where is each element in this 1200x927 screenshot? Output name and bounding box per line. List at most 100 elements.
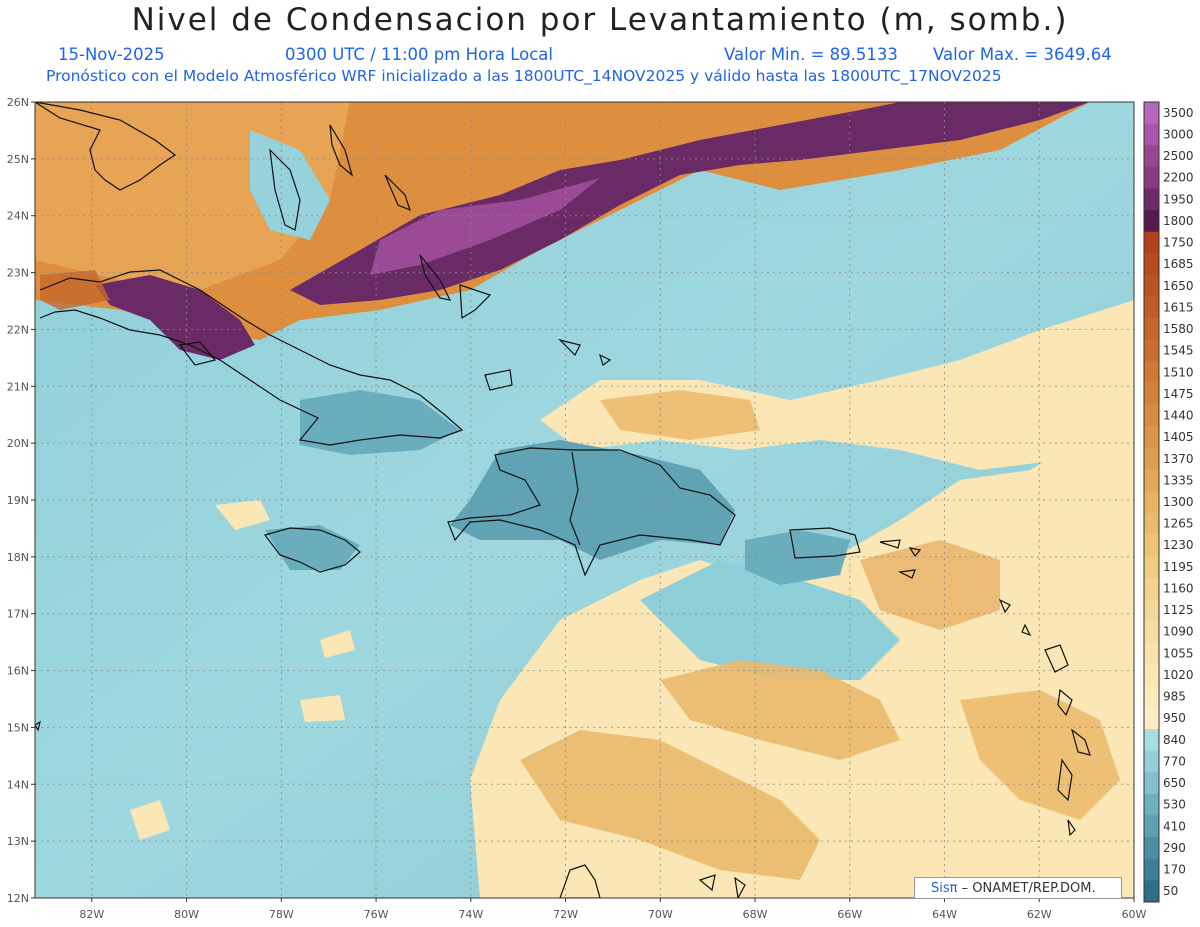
map-grid: [35, 102, 1134, 898]
colorbar-label: 290: [1163, 841, 1186, 855]
lat-tick-label: 17N: [7, 608, 29, 621]
lon-tick-label: 82W: [79, 908, 104, 921]
colorbar-label: 950: [1163, 711, 1186, 725]
colorbar-swatch: [1144, 166, 1159, 189]
forecast-date: 15-Nov-2025: [58, 45, 165, 64]
colorbar-label: 530: [1163, 798, 1186, 812]
colorbar-label: 1405: [1163, 430, 1194, 444]
colorbar-swatch: [1144, 750, 1159, 773]
lon-tick-label: 66W: [837, 908, 862, 921]
colorbar-swatch: [1144, 556, 1159, 579]
colorbar-label: 1750: [1163, 236, 1194, 250]
coast-bahamas-5: [484, 369, 513, 391]
lon-tick-label: 78W: [269, 908, 294, 921]
colorbar-swatch: [1144, 123, 1159, 146]
colorbar-swatch: [1144, 469, 1159, 492]
colorbar-swatch: [1144, 793, 1159, 817]
coast-haiti-border: [569, 451, 581, 546]
colorbar-swatch: [1144, 858, 1159, 881]
colorbar-swatch: [1144, 426, 1159, 449]
colorbar-label: 1800: [1163, 214, 1194, 228]
lat-tick-label: 14N: [7, 778, 29, 791]
lat-tick-label: 20N: [7, 437, 29, 450]
colorbar-label: 170: [1163, 863, 1186, 877]
colorbar-label: 3000: [1163, 127, 1194, 141]
lon-tick-label: 60W: [1122, 908, 1147, 921]
coast-bahamas-andros: [269, 148, 301, 231]
coast-turks: [558, 338, 612, 366]
colorbar-label: 1160: [1163, 581, 1194, 595]
coast-jamaica: [263, 527, 361, 573]
colorbar-label: 1475: [1163, 387, 1194, 401]
colorbar: 3500 3000 2500 2200 1950 1800 1750 1685 1650 1615…: [1143, 101, 1194, 903]
coast-south-america: [559, 864, 746, 898]
coast-bahamas-4: [459, 284, 492, 320]
map-area: [35, 102, 1134, 898]
field-sea-bahamas: [250, 130, 330, 240]
colorbar-label: 1545: [1163, 344, 1194, 358]
colorbar-swatch: [1144, 102, 1159, 125]
colorbar-swatch: [1144, 620, 1159, 644]
colorbar-swatch: [1144, 772, 1159, 795]
colorbar-swatch: [1144, 145, 1159, 168]
coast-bahamas-2: [384, 174, 411, 212]
colorbar-swatch: [1144, 664, 1159, 687]
colorbar-label: 2500: [1163, 149, 1194, 163]
colorbar-label: 985: [1163, 690, 1186, 704]
colorbar-swatch: [1144, 642, 1159, 665]
colorbar-label: 650: [1163, 776, 1186, 790]
colorbar-swatch: [1144, 383, 1159, 406]
lon-tick-label: 64W: [932, 908, 957, 921]
lat-tick-label: 15N: [7, 721, 29, 734]
lat-tick-label: 25N: [7, 153, 29, 166]
coast-hispaniola: [447, 447, 736, 577]
colorbar-label: 1580: [1163, 322, 1194, 336]
colorbar-label: 1265: [1163, 517, 1194, 531]
colorbar-swatch: [1144, 404, 1159, 427]
colorbar-swatch: [1144, 296, 1159, 319]
colorbar-label: 1125: [1163, 603, 1194, 617]
colorbar-swatch: [1144, 361, 1159, 384]
coast-virgin-islands: [879, 539, 922, 579]
lat-tick-label: 26N: [7, 96, 29, 109]
colorbar-swatch: [1144, 188, 1159, 211]
colorbar-swatch: [1144, 707, 1159, 730]
colorbar-swatch: [1144, 318, 1159, 341]
colorbar-swatch: [1144, 274, 1159, 298]
colorbar-label: 1510: [1163, 365, 1194, 379]
colorbar-swatch: [1144, 685, 1159, 708]
field-orange-e: [960, 690, 1120, 820]
lat-tick-label: 12N: [7, 892, 29, 905]
lat-tick-label: 19N: [7, 494, 29, 507]
colorbar-frame: [1143, 101, 1160, 903]
field-sea-band: [640, 560, 900, 680]
coast-honduras: [35, 720, 41, 732]
colorbar-label: 410: [1163, 819, 1186, 833]
max-value: Valor Max. = 3649.64: [933, 45, 1112, 64]
credit-box: Sisπ – ONAMET/REP.DOM.: [914, 877, 1122, 899]
lon-tick-label: 70W: [648, 908, 673, 921]
credit-rest: – ONAMET/REP.DOM.: [957, 881, 1096, 896]
colorbar-label: 1335: [1163, 473, 1194, 487]
colorbar-swatch: [1144, 880, 1159, 903]
coast-lesser-antilles: [998, 598, 1091, 837]
colorbar-label: 1300: [1163, 495, 1194, 509]
colorbar-label: 1950: [1163, 192, 1194, 206]
lat-tick-label: 24N: [7, 210, 29, 223]
credit-sis: Sis: [931, 881, 950, 896]
colorbar-swatch: [1144, 339, 1159, 362]
field-orange-mid: [660, 660, 900, 760]
field-purple-cuba: [95, 275, 255, 360]
colorbar-swatch: [1144, 231, 1159, 254]
coast-bahamas-3: [419, 254, 452, 301]
longitude-labels: 82W 80W 78W 76W 74W 72W 70W 68W 66W 64W 62W 60W: [79, 898, 1147, 921]
colorbar-swatch: [1144, 491, 1159, 514]
field-teal-cuba-east: [300, 390, 460, 455]
lon-tick-label: 68W: [743, 908, 768, 921]
colorbar-label: 840: [1163, 733, 1186, 747]
colorbar-swatch: [1144, 577, 1159, 600]
lat-tick-label: 21N: [7, 380, 29, 393]
colorbar-label: 50: [1163, 884, 1178, 898]
forecast-time: 0300 UTC / 11:00 pm Hora Local: [285, 45, 553, 64]
credit-pi: π: [949, 881, 958, 896]
